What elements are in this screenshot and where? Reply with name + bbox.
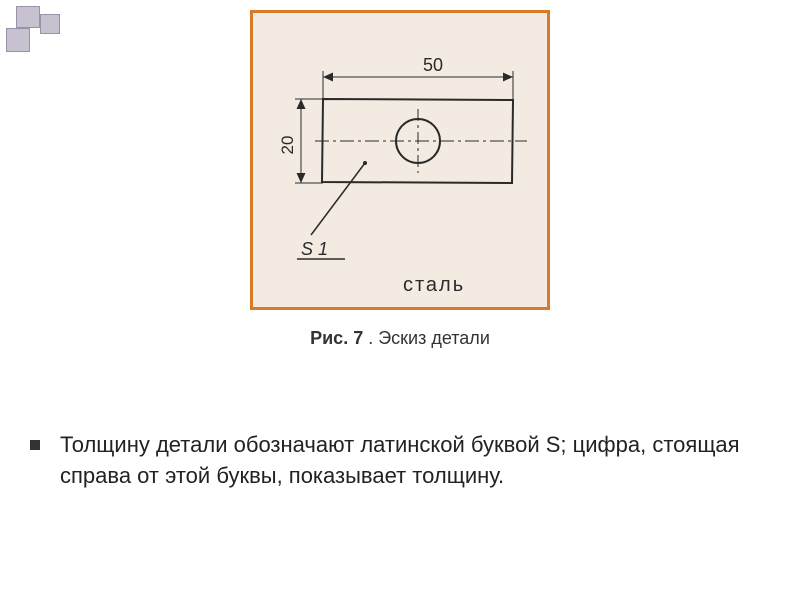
caption-prefix: Рис. [310,328,353,348]
caption-suffix: . Эскиз детали [363,328,490,348]
svg-text:20: 20 [278,136,297,155]
svg-text:S 1: S 1 [301,239,328,259]
drawing-frame: 50 20 S 1 сталь [250,10,550,310]
bullet-icon [30,440,40,450]
svg-text:сталь: сталь [403,274,465,296]
caption-number: 7 [353,328,363,348]
figure-container: 50 20 S 1 сталь Рис. 7 . Эскиз детали [0,10,800,349]
technical-drawing: 50 20 S 1 сталь [253,13,553,313]
body-text: Толщину детали обозначают латинской букв… [60,430,740,492]
figure-caption: Рис. 7 . Эскиз детали [0,328,800,349]
svg-text:50: 50 [423,55,443,75]
